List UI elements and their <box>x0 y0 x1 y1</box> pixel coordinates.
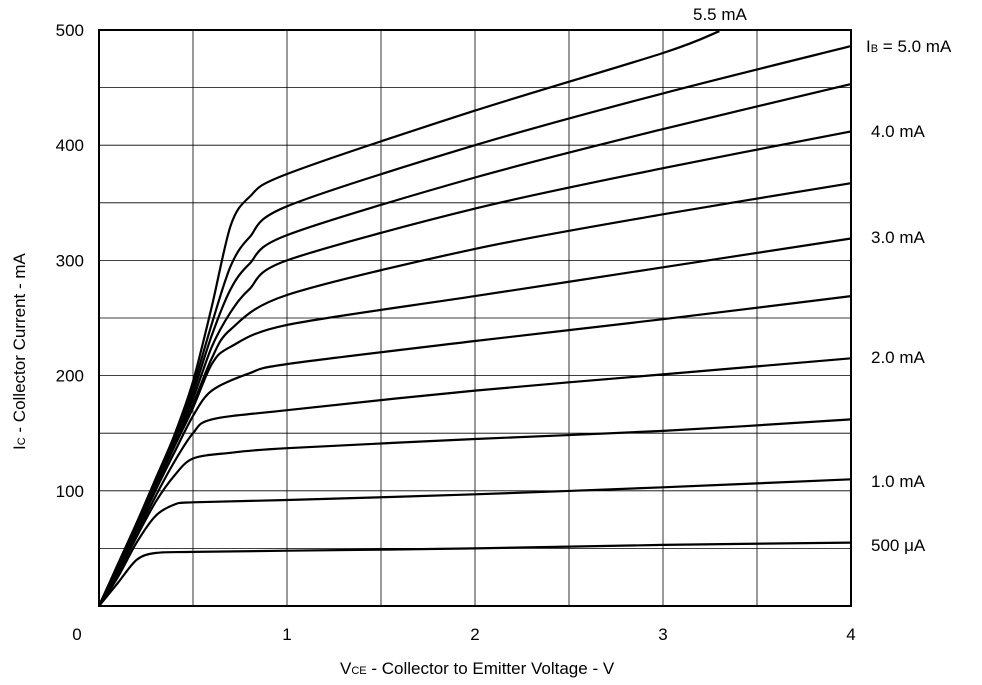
x-tick-label: 0 <box>72 625 81 644</box>
x-axis-title: VCE - Collector to Emitter Voltage - V <box>340 659 615 678</box>
curve-label-2ma: 2.0 mA <box>871 348 926 367</box>
x-tick-label: 1 <box>282 625 291 644</box>
plot-frame <box>98 29 852 607</box>
series-line-2 <box>98 478 852 607</box>
series-line-3 <box>98 418 852 607</box>
series-line-1 <box>98 541 852 607</box>
curves <box>97 30 852 607</box>
y-axis-title: IC - Collector Current - mA <box>10 252 29 450</box>
grid <box>99 30 851 606</box>
y-tick-label: 200 <box>56 367 84 386</box>
y-tick-label: 400 <box>56 136 84 155</box>
y-tick-label: 100 <box>56 482 84 501</box>
x-tick-label: 3 <box>658 625 667 644</box>
curve-label-4ma: 4.0 mA <box>871 122 926 141</box>
curve-label-5-5ma: 5.5 mA <box>693 5 748 24</box>
y-tick-label: 300 <box>56 251 84 270</box>
x-tick-label: 2 <box>470 625 479 644</box>
series-line-11 <box>97 30 720 607</box>
curve-label-3ma: 3.0 mA <box>871 228 926 247</box>
tick-labels: 0 1 2 3 4 100 200 300 400 500 <box>56 21 856 644</box>
y-tick-label: 500 <box>56 21 84 40</box>
curve-label-1ma: 1.0 mA <box>871 472 926 491</box>
curve-label-500ua: 500 μA <box>871 536 926 555</box>
x-tick-label: 4 <box>846 625 855 644</box>
curve-label-ib-5ma: IB = 5.0 mA <box>866 37 952 56</box>
series-line-4 <box>98 357 852 607</box>
